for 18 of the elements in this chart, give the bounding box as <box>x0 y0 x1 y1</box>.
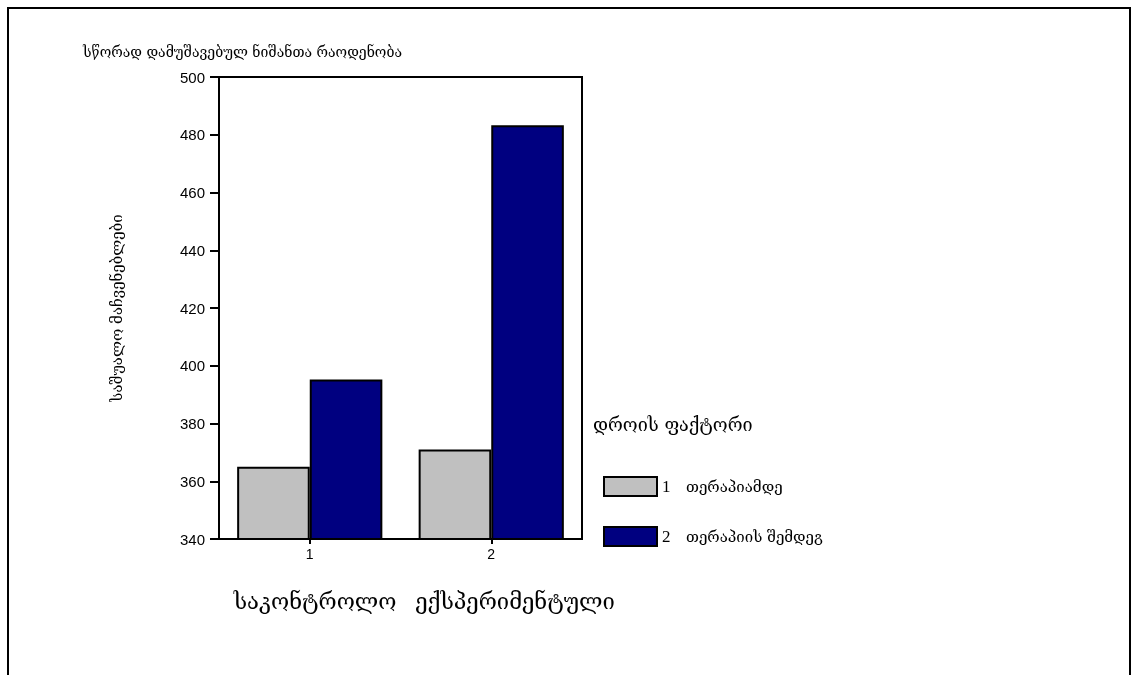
legend-label: 1 თერაპიამდე <box>662 477 783 496</box>
y-tick-label: 500 <box>179 68 205 86</box>
text: ექსპერიმენტული <box>415 588 615 614</box>
x-tick-label: 1 <box>305 546 314 562</box>
y-tick-label: 420 <box>179 299 205 317</box>
y-tick-label: 460 <box>179 184 205 201</box>
y-tick-label: 440 <box>179 241 205 259</box>
text: საკონტროლო <box>232 588 397 614</box>
y-axis-title: საშუალო მაჩვენებლები <box>107 214 126 403</box>
chart-title: სწორად დამუშავებულ ნიშანთა რაოდენობა <box>82 43 402 60</box>
y-tick-label: 380 <box>179 415 205 432</box>
y-tick-label: 400 <box>179 357 205 375</box>
y-tick-label: 360 <box>179 472 205 490</box>
y-tick-label: 480 <box>179 126 205 144</box>
legend-label: 2 თერაპიის შემდეგ <box>662 527 824 546</box>
y-tick-label: 340 <box>179 530 205 548</box>
x-tick-label: 2 <box>487 546 496 562</box>
legend-title: დროის ფაქტორი <box>593 413 753 435</box>
